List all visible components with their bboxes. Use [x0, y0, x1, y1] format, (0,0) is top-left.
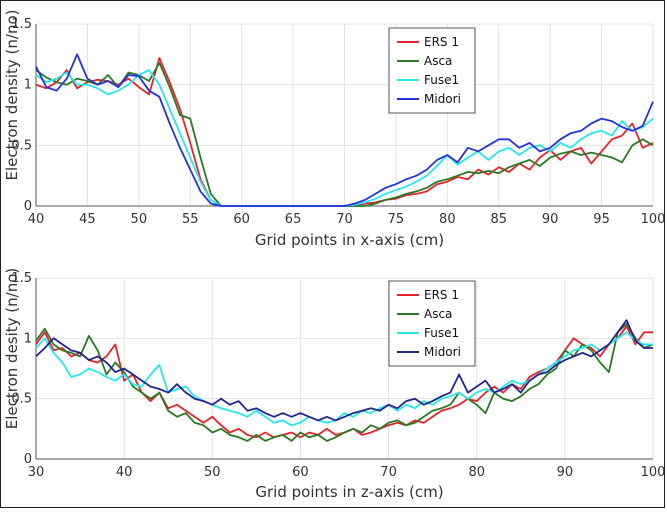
x-tick-label: 75: [388, 212, 405, 227]
x-tick-label: 85: [490, 212, 507, 227]
x-tick-label: 70: [380, 465, 397, 480]
legend-label: Fuse1: [424, 73, 459, 87]
x-tick-label: 40: [28, 212, 45, 227]
legend-label: ERS 1: [424, 288, 459, 302]
x-tick-label: 60: [292, 465, 309, 480]
x-tick-label: 70: [336, 212, 353, 227]
x-tick-label: 60: [233, 212, 250, 227]
legend-label: Midori: [424, 92, 461, 106]
chart-2: 30 40 50 60 70 80 90 100 0 0.5 1 1.5 Grid points in …: [3, 268, 665, 501]
series-line-fuse1: [35, 69, 654, 207]
x-tick-label: 50: [131, 212, 148, 227]
series-line-midori: [35, 319, 653, 422]
y-tick-label: 0: [24, 199, 32, 214]
y-tick-label: 0: [24, 452, 32, 467]
x-tick-label: 45: [79, 212, 96, 227]
series-line-asca: [35, 322, 654, 442]
y-tick-label: 1: [24, 78, 32, 93]
y-tick-label: 1.5: [11, 271, 32, 286]
x-tick-label: 90: [557, 465, 574, 480]
x-tick-label: 80: [439, 212, 456, 227]
x-tick-label: 30: [28, 465, 45, 480]
y-tick-label: 0.5: [11, 392, 32, 407]
series-line-midori: [35, 53, 654, 207]
legend-label: Midori: [424, 345, 461, 359]
series-line-ers-1: [35, 57, 654, 207]
legend: ERS 1 Asca Fuse1 Midori: [388, 27, 476, 114]
y-axis-label: Electron density (n/no): [3, 9, 21, 180]
legend: ERS 1 Asca Fuse1 Midori: [388, 280, 476, 367]
series-line-fuse1: [35, 331, 653, 427]
legend-label: Fuse1: [424, 326, 459, 340]
series-line-asca: [35, 61, 654, 207]
x-tick-label: 50: [204, 465, 221, 480]
y-tick-label: 0.5: [11, 138, 32, 153]
x-tick-label: 80: [468, 465, 485, 480]
y-axis-label: Electron desity (n/no): [3, 268, 21, 430]
x-tick-label: 100: [641, 465, 666, 480]
x-axis-label: Grid points in x-axis (cm): [255, 231, 444, 249]
x-tick-label: 65: [285, 212, 302, 227]
x-tick-label: 95: [593, 212, 610, 227]
series-line-ers-1: [35, 325, 653, 439]
legend-label: Asca: [424, 54, 452, 68]
x-tick-label: 100: [641, 212, 666, 227]
x-axis-label: Grid points in z-axis (cm): [255, 483, 443, 501]
chart-1: 40 45 50 55 60 65 70 75 80 85 90 95 100 0 0.5 1 1.5 Grid …: [3, 9, 665, 249]
y-tick-label: 1.5: [11, 17, 32, 32]
legend-label: Asca: [424, 307, 452, 321]
x-tick-label: 90: [542, 212, 559, 227]
x-tick-label: 40: [116, 465, 133, 480]
x-tick-label: 55: [182, 212, 199, 227]
legend-label: ERS 1: [424, 35, 459, 49]
y-tick-label: 1: [24, 331, 32, 346]
